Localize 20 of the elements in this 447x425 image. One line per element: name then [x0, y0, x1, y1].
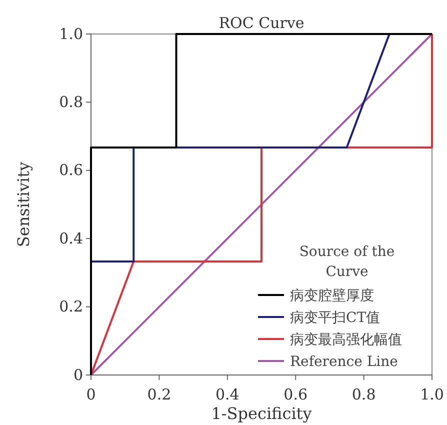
x-tick-label: 0.2: [147, 386, 172, 404]
legend-label: 病变腔壁厚度: [290, 288, 374, 304]
legend-label: 病变最高强化幅值: [290, 332, 402, 348]
y-tick-label: 0.8: [59, 93, 83, 111]
x-tick-label: 1.0: [420, 386, 444, 404]
y-tick-label: 1.0: [59, 24, 83, 43]
chart-title: ROC Curve: [218, 14, 304, 32]
legend-label: Reference Line: [290, 354, 398, 370]
x-tick-label: 0: [86, 386, 96, 404]
y-tick-label: 0: [73, 366, 83, 384]
y-tick-label: 0.2: [59, 298, 83, 316]
legend-label: 病变平扫CT值: [290, 310, 380, 326]
y-tick-label: 0.4: [59, 229, 83, 248]
legend-title: Source of the Curve: [299, 244, 395, 280]
x-axis-title: 1-Specificity: [211, 404, 312, 423]
x-tick-label: 0.8: [352, 386, 376, 404]
x-tick-label: 0.4: [215, 386, 240, 404]
y-tick-label: 0.6: [59, 161, 83, 180]
y-axis-title: Sensitivity: [14, 162, 33, 248]
x-tick-label: 0.6: [284, 386, 308, 404]
